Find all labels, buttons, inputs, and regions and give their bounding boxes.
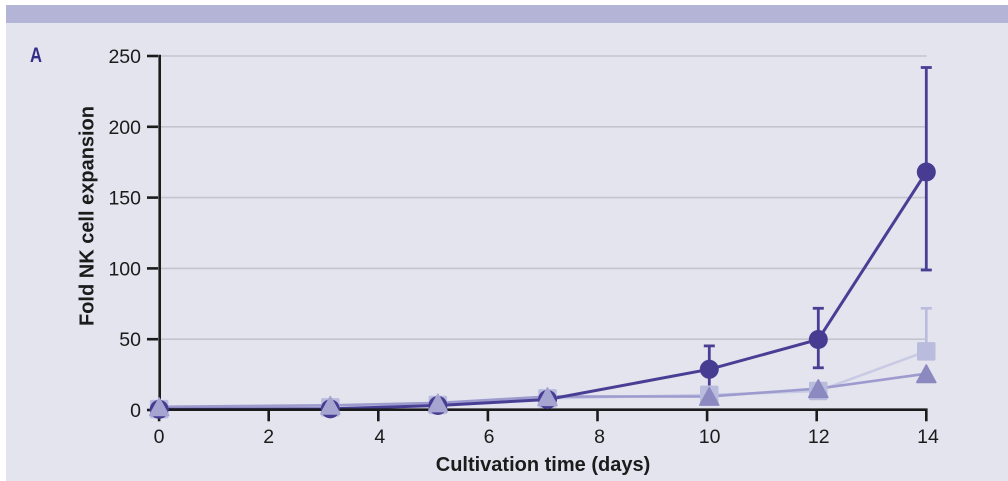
svg-text:0: 0: [154, 426, 165, 448]
svg-text:A: A: [30, 44, 42, 67]
svg-text:150: 150: [108, 188, 141, 210]
svg-text:100: 100: [108, 258, 141, 280]
svg-text:8: 8: [594, 426, 605, 448]
svg-text:6: 6: [484, 426, 495, 448]
svg-text:250: 250: [108, 46, 141, 68]
svg-text:Fold NK cell expansion: Fold NK cell expansion: [77, 106, 99, 326]
svg-text:4: 4: [374, 426, 385, 448]
svg-text:Cultivation time (days): Cultivation time (days): [436, 454, 650, 476]
svg-text:12: 12: [808, 426, 830, 448]
svg-text:2: 2: [263, 426, 274, 448]
svg-text:0: 0: [130, 400, 141, 422]
svg-text:50: 50: [119, 329, 141, 351]
svg-text:14: 14: [917, 426, 939, 448]
svg-text:200: 200: [108, 117, 141, 139]
svg-text:10: 10: [699, 426, 721, 448]
